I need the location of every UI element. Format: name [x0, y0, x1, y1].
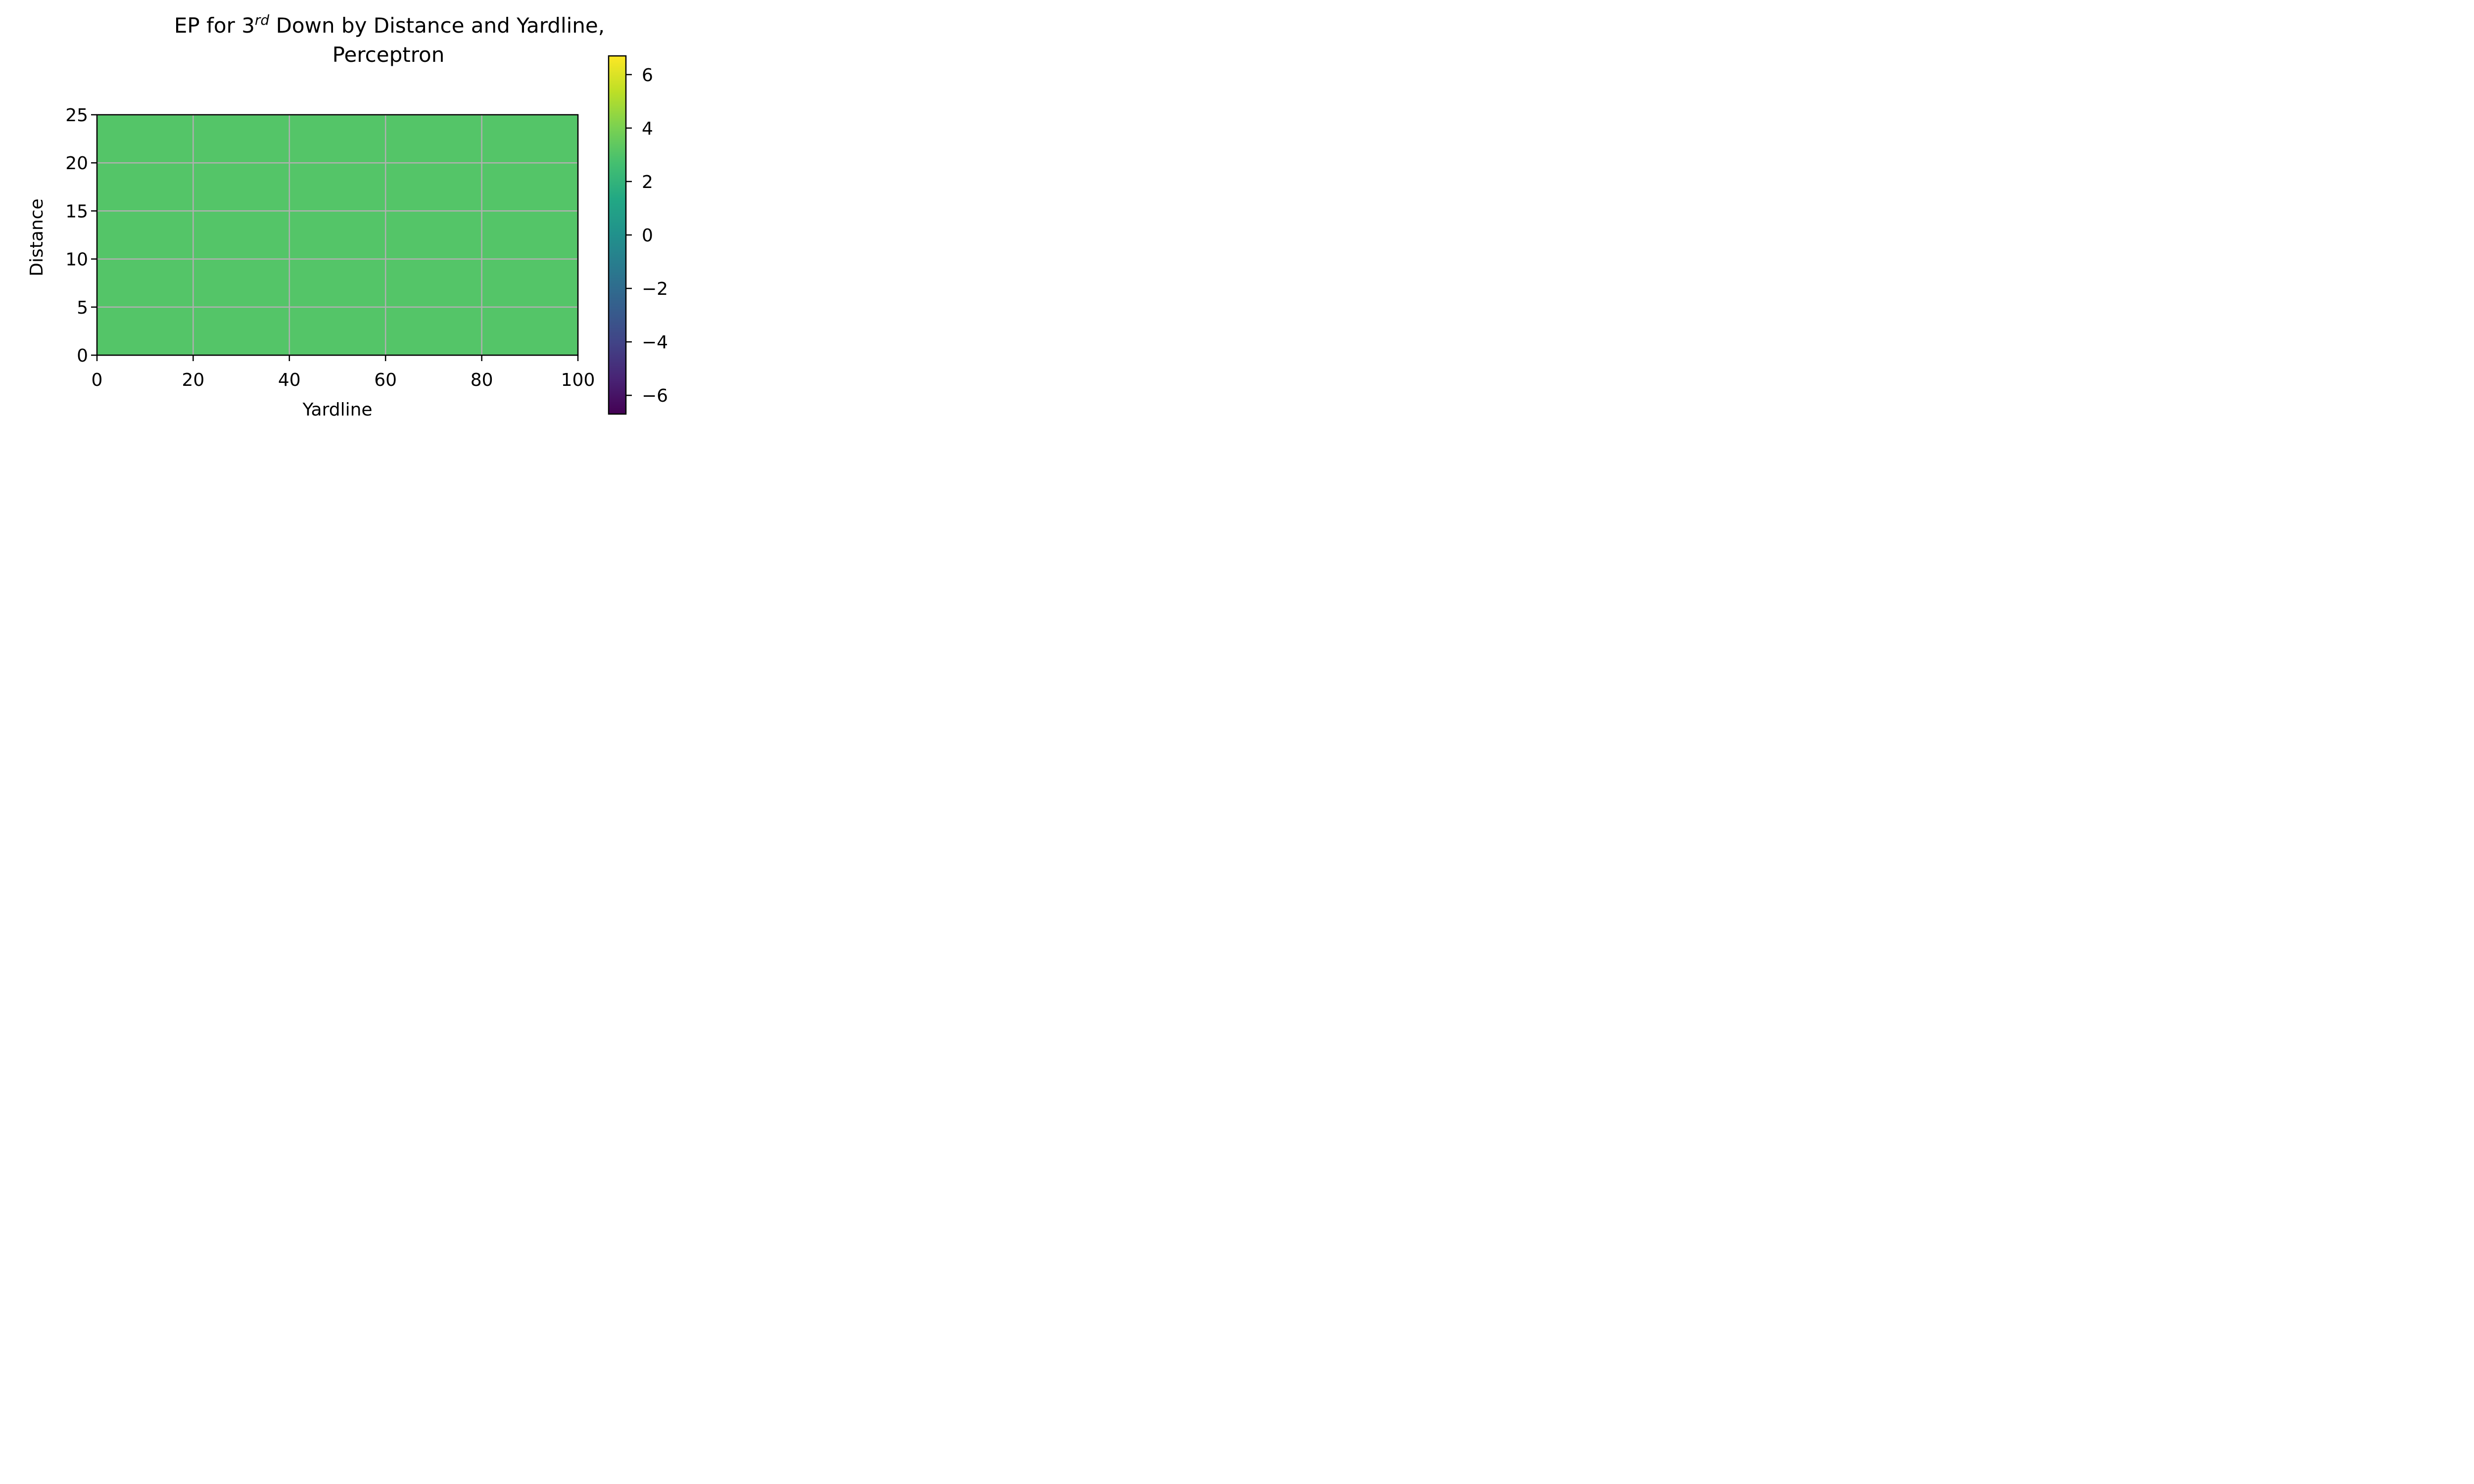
y-axis-label: Distance: [27, 198, 47, 276]
x-tick-label: 80: [471, 370, 493, 390]
y-tick-label: 0: [77, 346, 88, 366]
colorbar: −6 −4 −2 0 2 4 6: [608, 55, 668, 415]
x-tick-label: 40: [278, 370, 301, 390]
colorbar-tick-label: 2: [642, 172, 653, 192]
x-tick-label: 60: [374, 370, 397, 390]
x-axis-label: Yardline: [302, 400, 372, 420]
colorbar-tick-label: 6: [642, 65, 653, 86]
chart-title-suffix: Down by Distance and Yardline,: [269, 13, 605, 38]
y-tick-label: 10: [65, 250, 88, 270]
y-tick-label: 5: [77, 298, 88, 318]
y-tick-label: 25: [65, 105, 88, 126]
colorbar-ticks: −6 −4 −2 0 2 4 6: [626, 65, 668, 406]
y-tick-label: 15: [65, 201, 88, 222]
colorbar-tick-label: −6: [642, 386, 668, 406]
chart-title: EP for 3rd Down by Distance and Yardline…: [174, 12, 605, 38]
chart-title-prefix: EP for 3: [174, 13, 255, 38]
x-tick-label: 0: [92, 370, 103, 390]
plot-frame: [96, 114, 579, 356]
y-tick-label: 20: [65, 153, 88, 174]
colorbar-gradient: [608, 55, 627, 415]
colorbar-tick-label: 0: [642, 226, 653, 246]
chart: EP for 3rd Down by Distance and Yardline…: [27, 12, 668, 420]
chart-title-line2: Perceptron: [333, 43, 445, 67]
colorbar-tick-label: 4: [642, 119, 653, 139]
chart-title-superscript: rd: [255, 12, 270, 28]
heatmap-fill: [97, 115, 578, 355]
y-axis: 0 5 10 15 20 25: [65, 105, 97, 366]
x-tick-label: 20: [182, 370, 204, 390]
colorbar-tick-label: −4: [642, 332, 668, 353]
plot-area: [96, 114, 579, 356]
x-axis: 0 20 40 60 80 100: [92, 355, 595, 390]
colorbar-tick-label: −2: [642, 279, 668, 299]
x-tick-label: 100: [561, 370, 595, 390]
